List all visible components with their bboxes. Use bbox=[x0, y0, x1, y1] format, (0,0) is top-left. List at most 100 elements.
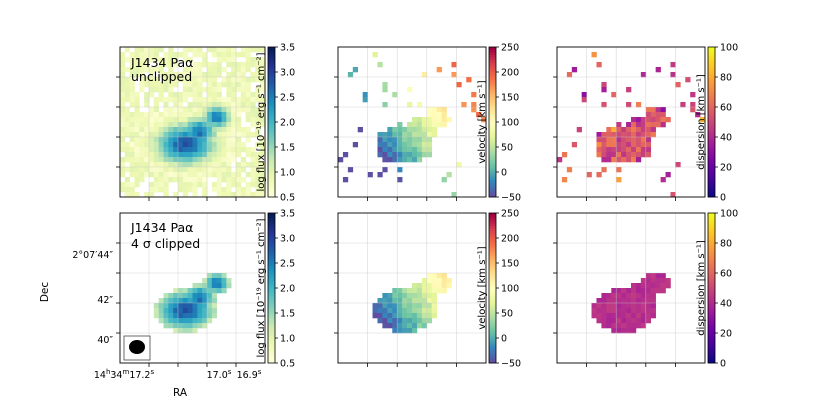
map-pixel bbox=[397, 132, 403, 138]
map-pixel bbox=[144, 52, 150, 58]
colorbar-segment bbox=[708, 124, 715, 128]
colorbar-segment bbox=[708, 184, 715, 188]
map-pixel bbox=[207, 137, 213, 143]
map-pixel bbox=[197, 318, 203, 324]
map-pixel bbox=[139, 112, 145, 118]
map-pixel bbox=[635, 283, 642, 289]
map-pixel bbox=[397, 127, 403, 133]
map-pixel bbox=[226, 92, 232, 98]
map-pixel bbox=[591, 52, 597, 58]
map-pixel bbox=[260, 152, 265, 158]
map-pixel bbox=[255, 172, 261, 178]
colorbar-segment bbox=[708, 129, 715, 133]
map-pixel bbox=[402, 303, 408, 309]
map-pixel bbox=[606, 132, 612, 138]
map-pixel bbox=[129, 192, 135, 197]
colorbar-segment bbox=[268, 94, 275, 98]
map-pixel bbox=[255, 122, 261, 128]
map-pixel bbox=[426, 127, 433, 133]
map-pixel bbox=[153, 313, 159, 319]
map-pixel bbox=[202, 177, 208, 183]
map-pixel bbox=[221, 187, 227, 193]
map-pixel bbox=[192, 52, 198, 58]
map-pixel bbox=[347, 72, 354, 78]
map-pixel bbox=[129, 137, 135, 143]
map-pixel bbox=[611, 318, 617, 324]
map-pixel bbox=[120, 112, 126, 118]
map-pixel bbox=[695, 112, 701, 118]
map-pixel bbox=[149, 107, 155, 113]
map-pixel bbox=[660, 273, 666, 279]
map-pixel bbox=[168, 167, 174, 173]
map-pixel bbox=[178, 92, 184, 98]
map-pixel bbox=[416, 102, 423, 108]
colorbar-segment bbox=[708, 238, 715, 241]
colorbar-segment bbox=[268, 250, 275, 254]
map-pixel bbox=[168, 152, 174, 158]
map-pixel bbox=[129, 127, 135, 133]
map-pixel bbox=[163, 62, 169, 68]
map-pixel bbox=[655, 278, 661, 284]
map-pixel bbox=[153, 82, 159, 88]
colorbar-segment bbox=[489, 149, 496, 153]
colorbar-segment bbox=[708, 265, 715, 269]
map-pixel bbox=[221, 67, 227, 73]
map-pixel bbox=[685, 77, 691, 83]
map-pixel bbox=[207, 318, 213, 324]
colorbar-segment bbox=[268, 114, 275, 118]
colorbar-segment bbox=[708, 147, 715, 150]
map-pixel bbox=[182, 147, 188, 153]
map-pixel bbox=[120, 67, 126, 73]
map-pixel bbox=[231, 172, 237, 178]
colorbar-segment bbox=[268, 167, 275, 170]
colorbar-segment bbox=[268, 157, 275, 160]
colorbar-segment bbox=[708, 82, 715, 85]
map-pixel bbox=[621, 293, 627, 299]
map-pixel bbox=[240, 52, 246, 58]
map-pixel bbox=[134, 112, 140, 118]
map-pixel bbox=[631, 152, 637, 158]
map-pixel bbox=[216, 187, 222, 193]
map-pixel bbox=[129, 102, 135, 108]
map-pixel bbox=[362, 97, 368, 103]
map-pixel bbox=[187, 318, 193, 324]
map-pixel bbox=[260, 112, 265, 118]
map-pixel bbox=[236, 132, 242, 138]
map-pixel bbox=[236, 112, 242, 118]
map-pixel bbox=[216, 107, 222, 113]
colorbar-tick-label: 0.5 bbox=[280, 193, 295, 204]
map-pixel bbox=[197, 293, 203, 299]
map-pixel bbox=[192, 142, 198, 148]
map-pixel bbox=[426, 273, 433, 279]
map-pixel bbox=[421, 308, 428, 314]
colorbar-segment bbox=[268, 59, 275, 63]
map-pixel bbox=[163, 182, 169, 188]
beam-ellipse bbox=[129, 340, 145, 354]
map-pixel bbox=[120, 72, 126, 78]
colorbar-segment bbox=[489, 182, 496, 185]
map-pixel bbox=[207, 122, 213, 128]
map-pixel bbox=[211, 72, 217, 78]
map-pixel bbox=[382, 87, 388, 93]
map-pixel bbox=[153, 97, 159, 103]
map-pixel bbox=[382, 313, 388, 319]
colorbar-segment bbox=[268, 343, 275, 346]
map-pixel bbox=[245, 47, 251, 53]
map-pixel bbox=[168, 172, 174, 178]
map-pixel bbox=[168, 92, 174, 98]
colorbar-segment bbox=[489, 122, 496, 125]
map-pixel bbox=[626, 142, 632, 148]
map-pixel bbox=[153, 57, 159, 63]
map-pixel bbox=[134, 132, 140, 138]
map-pixel bbox=[226, 82, 232, 88]
colorbar-segment bbox=[268, 162, 275, 165]
map-pixel bbox=[168, 97, 174, 103]
map-pixel bbox=[134, 172, 140, 178]
map-pixel bbox=[645, 298, 652, 304]
map-pixel bbox=[197, 82, 203, 88]
map-pixel bbox=[129, 112, 135, 118]
map-pixel bbox=[382, 308, 388, 314]
map-pixel bbox=[139, 62, 145, 68]
map-pixel bbox=[187, 82, 193, 88]
map-pixel bbox=[626, 298, 632, 304]
